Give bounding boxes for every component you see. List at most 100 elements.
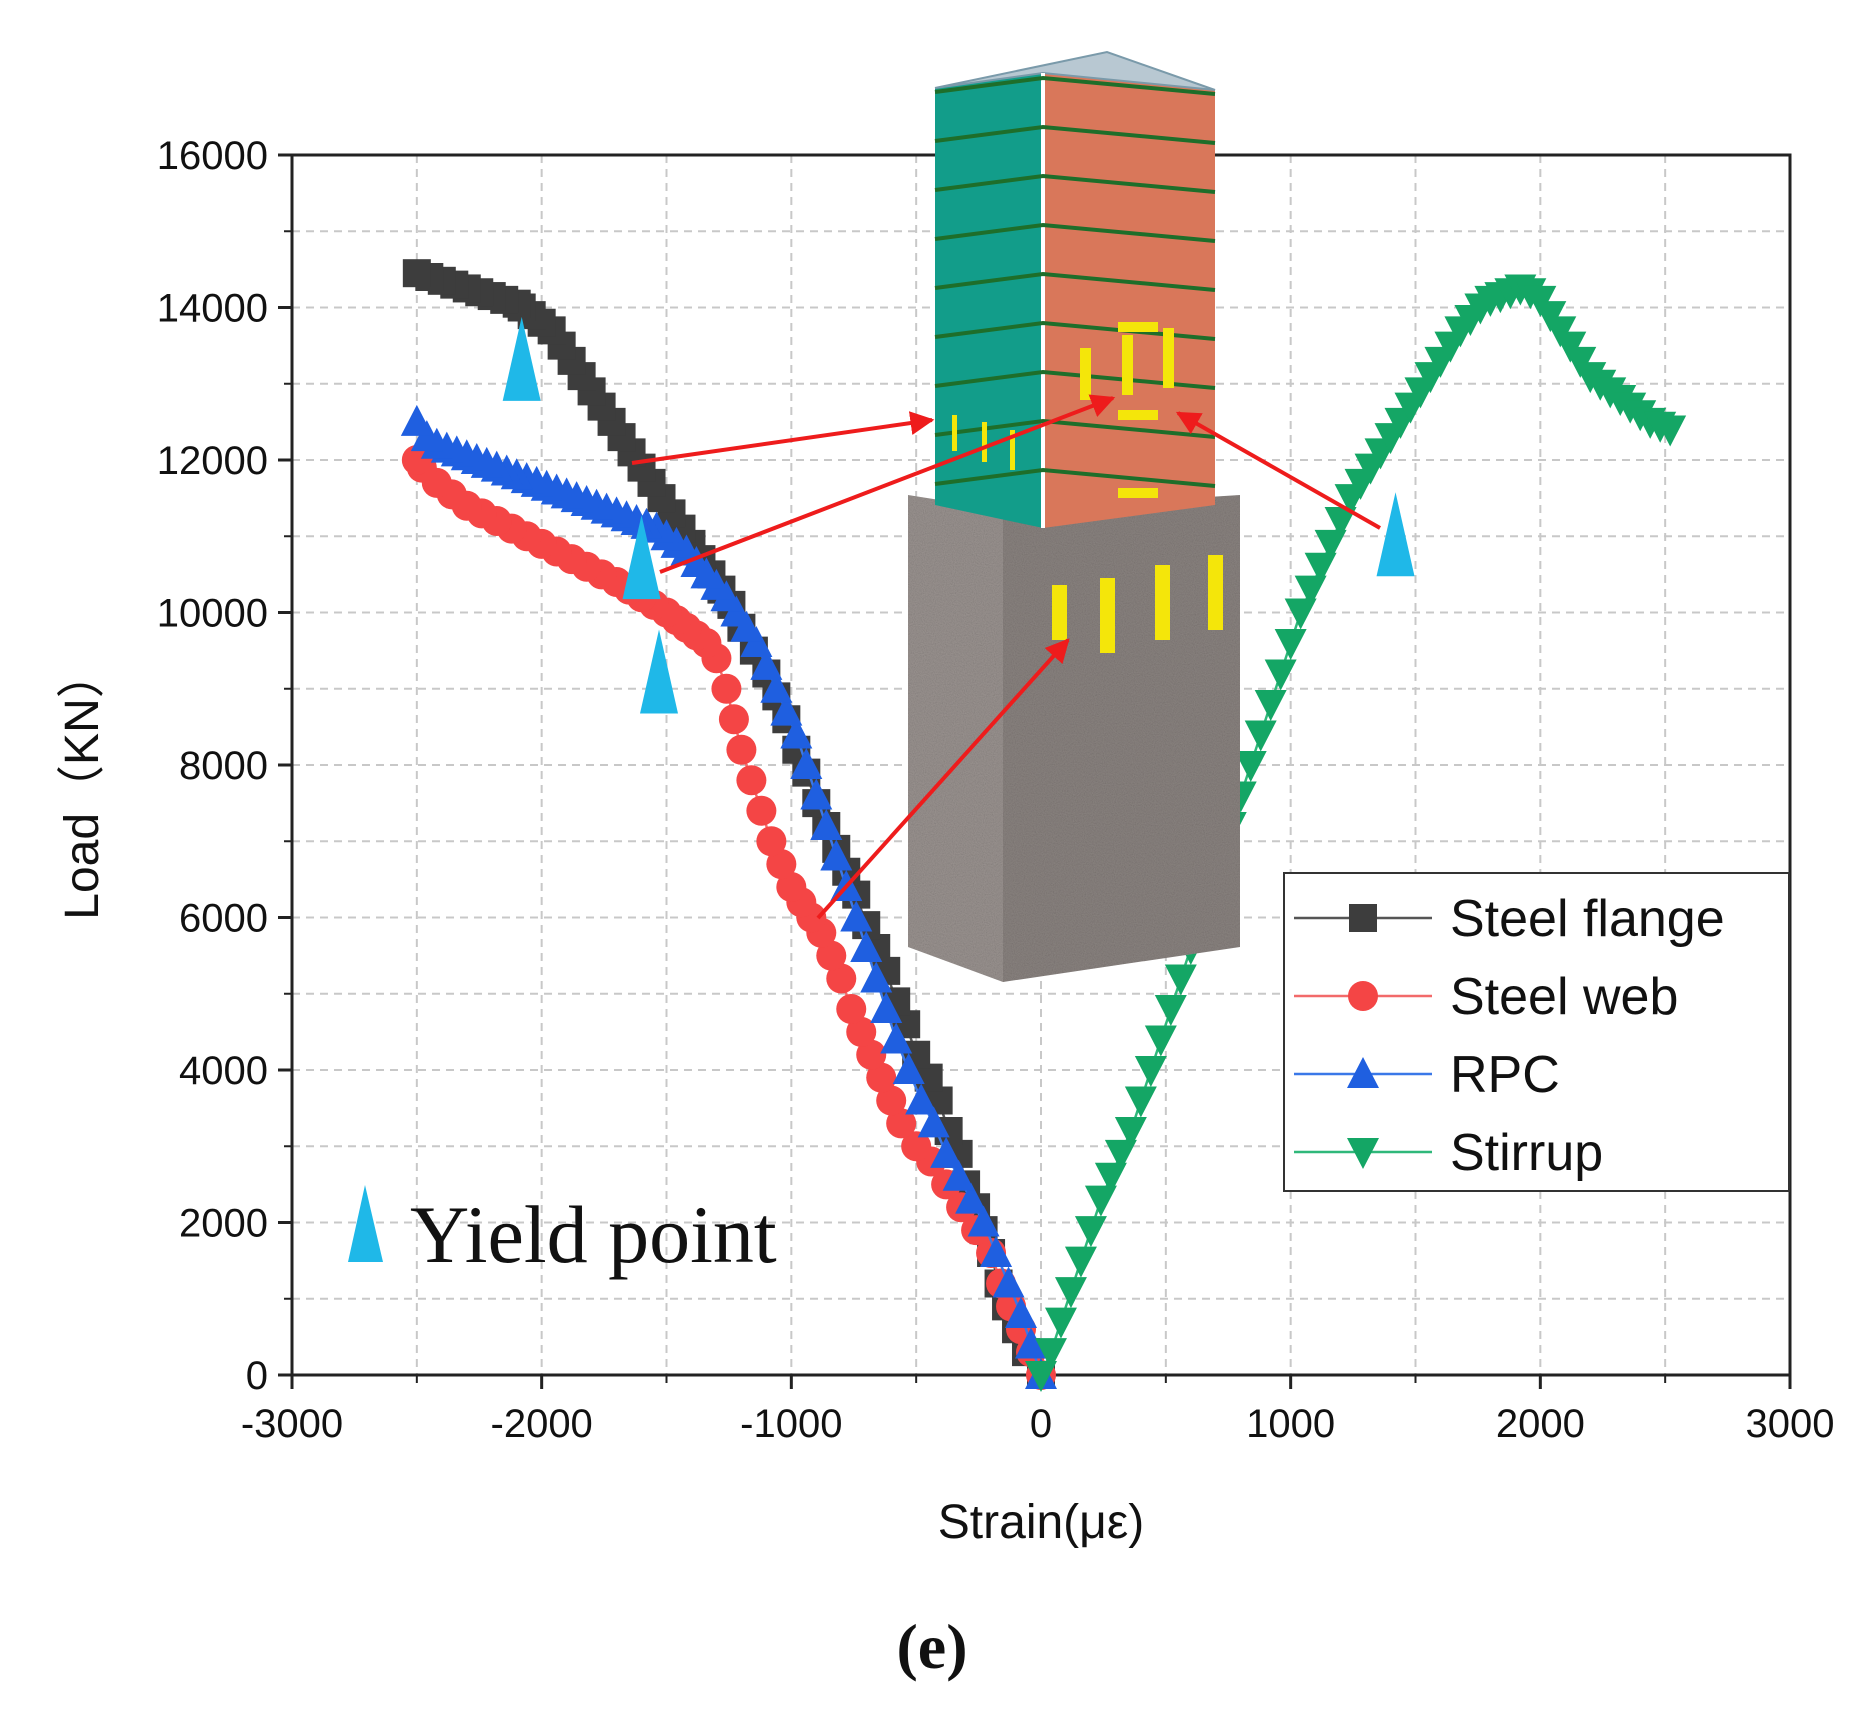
- data-point-stirrup: [1304, 552, 1337, 584]
- y-axis-title: Load（KN）: [56, 650, 109, 919]
- data-point-stirrup: [1314, 529, 1347, 561]
- gauge: [952, 415, 957, 451]
- data-series: [400, 259, 1687, 1392]
- gauge: [1122, 335, 1133, 395]
- data-point-stirrup: [1264, 659, 1297, 691]
- data-point-stirrup: [1025, 1361, 1057, 1392]
- data-point-rpc: [942, 1159, 975, 1191]
- yield-points: [502, 316, 1415, 714]
- data-point-rpc: [917, 1106, 950, 1138]
- data-point-steel-web: [756, 826, 787, 857]
- legend-marker: [1347, 1057, 1379, 1088]
- data-point-steel-web: [776, 872, 807, 902]
- data-point-rpc: [790, 748, 823, 779]
- data-point-steel-web: [718, 704, 749, 735]
- gauge: [1118, 322, 1158, 332]
- panel-label: (e): [896, 1611, 967, 1682]
- data-point-rpc: [770, 694, 803, 726]
- data-point-stirrup: [1654, 415, 1687, 447]
- data-point-rpc: [850, 931, 883, 962]
- gauge: [1208, 555, 1223, 630]
- data-point-steel-web: [886, 1108, 917, 1139]
- legend-marker: [1348, 981, 1378, 1011]
- gauge: [1163, 328, 1174, 388]
- data-point-stirrup: [1124, 1086, 1157, 1118]
- legend-item-steel-flange: Steel flange: [1294, 890, 1725, 948]
- yield-key-marker: [348, 1185, 383, 1262]
- legend-marker: [1347, 1138, 1379, 1169]
- data-point-stirrup: [1164, 964, 1197, 996]
- data-point-steel-web: [856, 1039, 887, 1070]
- strain-gauges: [952, 322, 1223, 653]
- data-point-stirrup: [1234, 751, 1267, 782]
- legend-marker: [1349, 904, 1377, 932]
- data-point-stirrup: [1324, 507, 1357, 538]
- y-tick-label: 0: [246, 1354, 268, 1398]
- stirrup-ring: [934, 418, 1216, 439]
- data-point-rpc: [780, 717, 813, 749]
- series-rpc: [400, 404, 1057, 1389]
- stirrup-ring: [934, 173, 1216, 194]
- data-point-rpc: [750, 648, 783, 680]
- stirrup-ring: [934, 222, 1216, 243]
- data-point-steel-web: [826, 963, 857, 994]
- y-tick-label: 14000: [157, 287, 268, 331]
- yield-point-label: Yield point: [410, 1189, 777, 1280]
- data-point-rpc: [870, 992, 903, 1023]
- data-point-rpc: [760, 671, 793, 703]
- x-axis-ticks: -3000 -2000 -1000 0 1000 2000 3000: [241, 1375, 1834, 1446]
- base-left-face: [908, 495, 1003, 982]
- stirrup-ring: [934, 467, 1216, 488]
- x-tick-label: -3000: [241, 1402, 343, 1446]
- data-point-rpc: [860, 961, 893, 993]
- yield-point-marker: [640, 629, 679, 714]
- stirrup-ring: [934, 369, 1216, 390]
- data-point-steel-web: [746, 795, 777, 826]
- data-point-stirrup: [1054, 1277, 1087, 1309]
- data-point-rpc: [992, 1266, 1025, 1298]
- x-tick-label: 2000: [1496, 1402, 1585, 1446]
- data-point-rpc: [800, 778, 833, 810]
- data-point-stirrup: [1244, 720, 1277, 752]
- data-point-rpc: [400, 404, 433, 436]
- data-point-steel-web: [816, 940, 847, 971]
- data-point-steel-web: [836, 994, 867, 1024]
- data-point-stirrup: [1074, 1216, 1107, 1248]
- x-tick-label: 1000: [1246, 1402, 1335, 1446]
- legend-item-stirrup: Stirrup: [1294, 1124, 1603, 1182]
- data-point-rpc: [905, 1083, 938, 1115]
- data-point-steel-flange: [402, 259, 431, 288]
- data-point-stirrup: [1114, 1117, 1147, 1148]
- arrow-web: [816, 638, 1070, 920]
- base-front-face: [1003, 495, 1240, 982]
- data-point-stirrup: [1104, 1139, 1137, 1171]
- data-point-steel-web: [766, 849, 797, 880]
- pointer-arrows: [631, 394, 1381, 920]
- data-point-rpc: [980, 1236, 1013, 1267]
- stirrup-rings: [934, 75, 1216, 488]
- gauge: [1010, 430, 1015, 470]
- stirrup-ring: [934, 124, 1216, 145]
- x-axis-title: Strain(με): [938, 1496, 1144, 1549]
- data-point-stirrup: [1094, 1162, 1127, 1194]
- y-tick-label: 10000: [157, 592, 268, 636]
- gauge: [1080, 348, 1091, 400]
- data-point-rpc: [967, 1205, 1000, 1237]
- data-point-stirrup: [1144, 1025, 1177, 1057]
- gauge: [1118, 410, 1158, 420]
- data-point-stirrup: [1274, 629, 1307, 660]
- arrow-stirrup: [1175, 411, 1381, 530]
- data-point-stirrup: [1134, 1056, 1167, 1087]
- data-point-stirrup: [1284, 598, 1317, 630]
- yield-point-marker: [502, 316, 541, 401]
- data-point-steel-web: [846, 1016, 877, 1047]
- data-point-rpc: [1005, 1297, 1038, 1328]
- data-point-rpc: [840, 900, 873, 932]
- yield-point-key: Yield point: [348, 1185, 777, 1280]
- x-tick-label: 0: [1030, 1402, 1052, 1446]
- data-point-rpc: [955, 1182, 988, 1214]
- legend-item-rpc: RPC: [1294, 1046, 1560, 1104]
- yield-point-marker: [622, 515, 661, 600]
- data-point-steel-web: [736, 765, 767, 796]
